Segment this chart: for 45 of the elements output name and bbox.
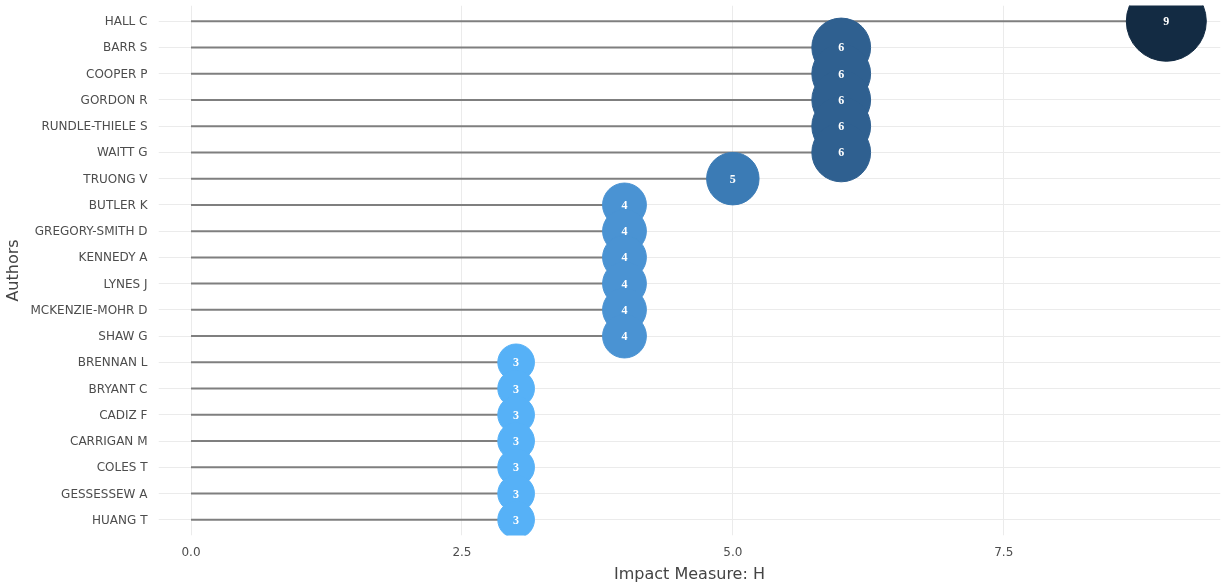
x-tick-label: 7.5: [994, 544, 1014, 559]
data-label: 6: [838, 66, 845, 81]
data-label: 5: [729, 171, 736, 186]
data-label: 4: [621, 224, 628, 239]
y-tick-label: HALL C: [104, 14, 148, 29]
y-tick-label: WAITT G: [96, 145, 148, 160]
data-label: 3: [513, 460, 520, 475]
data-label: 4: [621, 302, 628, 317]
y-tick-label: MCKENZIE-MOHR D: [30, 302, 148, 317]
y-tick-label: BUTLER K: [88, 197, 149, 212]
y-tick-label: HUANG T: [92, 512, 149, 527]
data-label: 3: [513, 381, 520, 396]
data-label: 3: [513, 512, 520, 527]
y-tick-label: LYNES J: [103, 276, 148, 291]
y-tick-label: COLES T: [96, 460, 149, 475]
x-tick-label: 2.5: [452, 544, 472, 559]
y-tick-label: CADIZ F: [99, 407, 148, 422]
data-label: 3: [513, 407, 520, 422]
y-tick-label: GREGORY-SMITH D: [34, 224, 148, 239]
x-tick-label: 5.0: [723, 544, 743, 559]
y-tick-label: CARRIGAN M: [70, 434, 148, 449]
data-label: 6: [838, 119, 845, 134]
data-label: 4: [621, 329, 628, 344]
data-label: 4: [621, 197, 628, 212]
y-tick-label: BRYANT C: [88, 381, 148, 396]
x-axis-title: Impact Measure: H: [614, 563, 765, 583]
y-tick-label: BARR S: [102, 40, 148, 55]
y-tick-label: GORDON R: [80, 92, 148, 107]
data-label: 4: [621, 276, 628, 291]
data-label: 3: [513, 355, 520, 370]
y-tick-label: BRENNAN L: [77, 355, 148, 370]
y-tick-label: KENNEDY A: [78, 250, 149, 265]
data-label: 3: [513, 434, 520, 449]
data-label: 6: [838, 145, 845, 160]
y-tick-label: TRUONG V: [82, 171, 149, 186]
x-tick-label: 0.0: [181, 544, 201, 559]
y-tick-label: RUNDLE-THIELE S: [41, 119, 148, 134]
y-tick-label: COOPER P: [86, 66, 148, 81]
data-label: 4: [621, 250, 628, 265]
data-label: 3: [513, 486, 520, 501]
y-tick-label: SHAW G: [98, 329, 148, 344]
y-tick-label: GESSESSEW A: [61, 486, 149, 501]
y-axis-title: Authors: [3, 239, 23, 302]
data-label: 6: [838, 92, 845, 107]
data-label: 6: [838, 40, 845, 55]
